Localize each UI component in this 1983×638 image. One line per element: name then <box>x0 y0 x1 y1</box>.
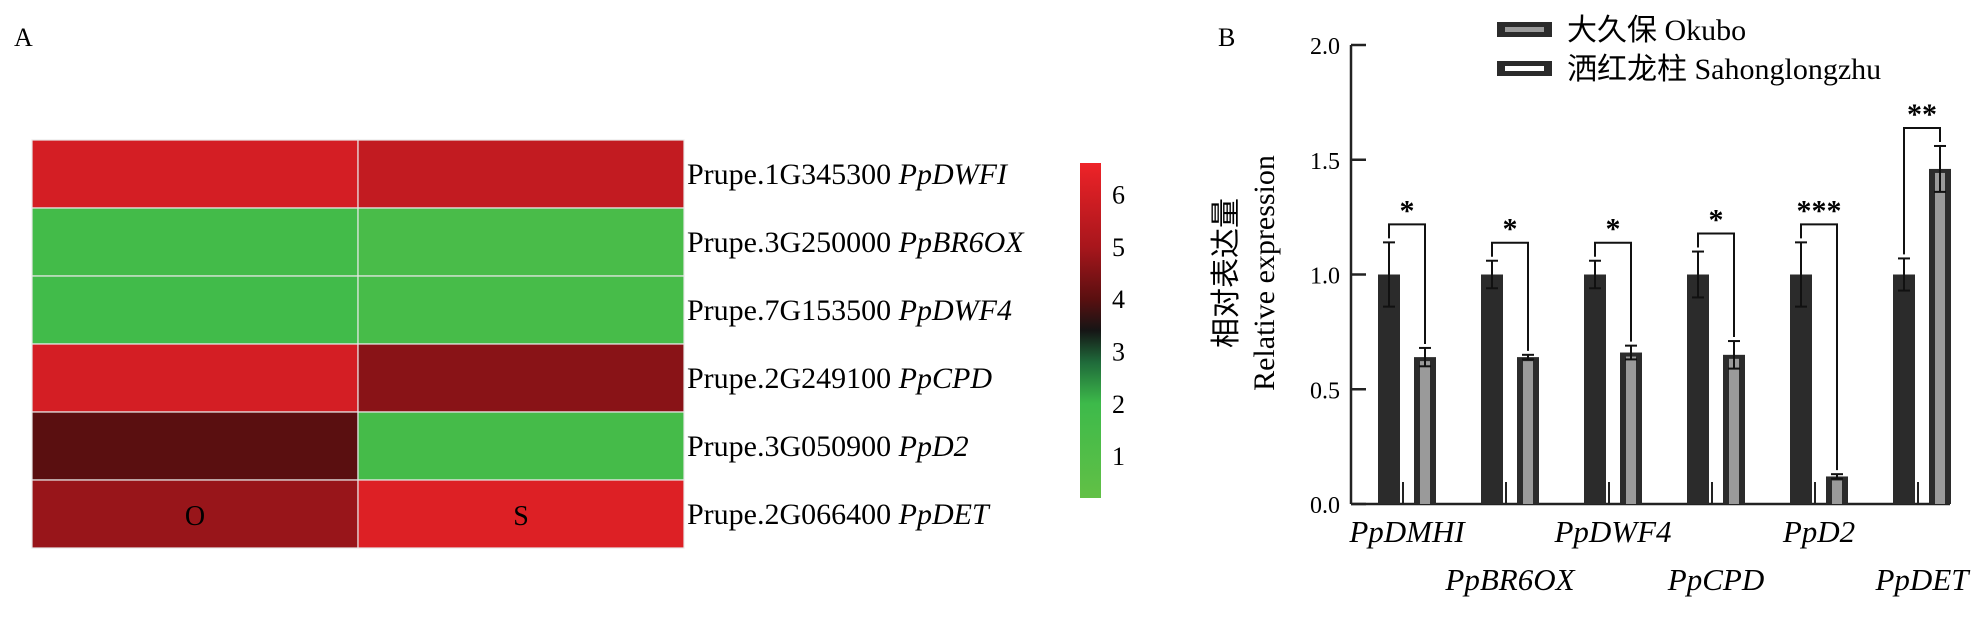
x-tick-label: PpD2 <box>1782 514 1855 549</box>
heatmap-column-label: S <box>513 501 529 532</box>
heatmap-cell <box>357 207 685 277</box>
x-tick-label: PpCPD <box>1667 562 1764 597</box>
heatmap-cell <box>357 411 685 481</box>
significance-label: * <box>1606 213 1621 246</box>
significance-bracket <box>1800 223 1838 471</box>
heatmap-panel: A Prupe.1G345300 PpDWFI Prupe.3G250000 Pp… <box>14 23 1125 549</box>
heatmap-row-label: Prupe.1G345300 PpDWFI <box>687 158 1009 191</box>
colorbar <box>1080 163 1101 498</box>
colorbar-tick-label: 6 <box>1112 180 1125 209</box>
significance-label: * <box>1503 213 1518 246</box>
row-label-gene: PpD2 <box>898 430 969 463</box>
heatmap-column-label: O <box>185 501 205 532</box>
heatmap-row-label: Prupe.7G153500 PpDWF4 <box>687 294 1012 327</box>
heatmap-cell <box>357 275 685 345</box>
y-tick-label: 1.0 <box>1310 264 1340 290</box>
significance-label: * <box>1709 204 1724 237</box>
heatmap-row-label: Prupe.3G250000 PpBR6OX <box>687 226 1025 259</box>
bar-fill <box>1729 358 1739 504</box>
bar <box>1584 274 1606 504</box>
y-tick-label: 0.5 <box>1310 378 1340 404</box>
significance-bracket <box>1388 223 1426 344</box>
heatmap-cell <box>31 207 359 277</box>
y-tick-label: 0.0 <box>1310 493 1340 519</box>
heatmap-cell <box>31 139 359 209</box>
legend-swatch-okubo-inner <box>1505 27 1544 32</box>
heatmap-cell <box>357 479 685 549</box>
significance-label: * <box>1400 194 1415 227</box>
bar <box>1481 274 1503 504</box>
colorbar-tick-label: 4 <box>1112 285 1125 314</box>
row-label-id: Prupe.3G250000 <box>687 226 899 259</box>
heatmap-cell <box>31 479 359 549</box>
significance-bracket <box>1697 232 1735 338</box>
bar <box>1687 274 1709 504</box>
y-axis-title-cn: 相对表达量 <box>1210 198 1243 348</box>
x-tick-label: PpBR6OX <box>1444 562 1575 597</box>
heatmap-cell <box>31 343 359 413</box>
row-label-id: Prupe.1G345300 <box>687 158 899 191</box>
x-tick-label: PpDWF4 <box>1553 514 1671 549</box>
bar-chart-panel: B 大久保 Okubo 洒红龙柱 Sahonglongzhu 相对表达量 Rel… <box>1210 14 1971 597</box>
colorbar-tick-label: 3 <box>1112 337 1125 366</box>
x-tick-label: PpDMHI <box>1348 514 1466 549</box>
legend: 大久保 Okubo 洒红龙柱 Sahonglongzhu <box>1497 14 1881 86</box>
heatmap-cell <box>357 139 685 209</box>
row-label-gene: PpCPD <box>898 362 993 395</box>
row-label-id: Prupe.7G153500 <box>687 294 899 327</box>
heatmap-cell <box>31 411 359 481</box>
legend-swatch-sahonglongzhu-inner <box>1505 66 1544 71</box>
heatmap-row-label: Prupe.2G066400 PpDET <box>687 498 991 531</box>
colorbar-tick-label: 1 <box>1112 442 1125 471</box>
row-label-gene: PpBR6OX <box>898 226 1026 259</box>
y-axis-title-en: Relative expression <box>1248 155 1281 391</box>
significance-bracket <box>1594 241 1632 342</box>
significance-bracket <box>1491 241 1529 351</box>
colorbar-tick-label: 5 <box>1112 233 1125 262</box>
bar <box>1378 274 1400 504</box>
y-tick-label: 2.0 <box>1310 34 1340 60</box>
significance-label: *** <box>1797 194 1842 227</box>
heatmap-cell <box>31 275 359 345</box>
bar-fill <box>1832 480 1842 504</box>
y-axis-title: 相对表达量 Relative expression <box>1210 155 1281 391</box>
legend-label-okubo: 大久保 Okubo <box>1567 14 1746 47</box>
significance-label: ** <box>1907 98 1937 131</box>
bar-fill <box>1523 361 1533 504</box>
row-label-gene: PpDWF4 <box>898 294 1012 327</box>
heatmap-row-label: Prupe.3G050900 PpD2 <box>687 430 969 463</box>
colorbar-tick-label: 2 <box>1112 390 1125 419</box>
panel-label-a: A <box>14 23 33 52</box>
bar <box>1893 274 1915 504</box>
legend-label-sahonglongzhu: 洒红龙柱 Sahonglongzhu <box>1567 53 1881 86</box>
row-label-gene: PpDWFI <box>898 158 1009 191</box>
panel-label-b: B <box>1218 23 1235 52</box>
row-label-gene: PpDET <box>898 498 991 531</box>
row-label-id: Prupe.3G050900 <box>687 430 899 463</box>
row-label-id: Prupe.2G249100 <box>687 362 899 395</box>
heatmap-row-label: Prupe.2G249100 PpCPD <box>687 362 992 395</box>
bar <box>1790 274 1812 504</box>
heatmap-cell <box>357 343 685 413</box>
x-tick-label: PpDET <box>1875 562 1972 597</box>
bar-fill <box>1420 361 1430 504</box>
bar-fill <box>1626 356 1636 504</box>
row-label-id: Prupe.2G066400 <box>687 498 899 531</box>
significance-bracket <box>1903 126 1941 255</box>
y-tick-label: 1.5 <box>1310 149 1340 175</box>
bar-fill <box>1935 172 1945 504</box>
